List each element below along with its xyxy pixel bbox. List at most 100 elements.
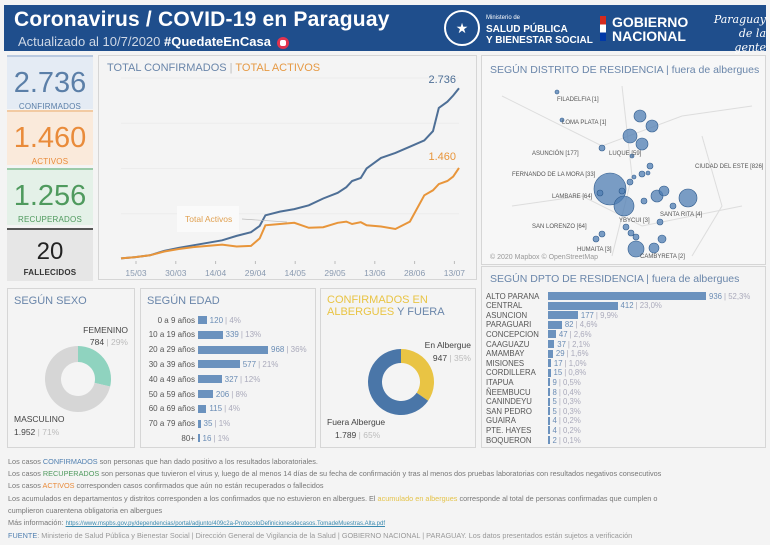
bar-label: 60 a 69 años xyxy=(148,404,195,414)
albergue-donut[interactable]: En Albergue 947 | 35% Fuera Albergue 1.789 … xyxy=(321,289,477,449)
map-label-fernando: FERNANDO DE LA MORA [33] xyxy=(512,172,596,178)
bar xyxy=(548,388,550,396)
bar xyxy=(198,345,268,354)
bar-row[interactable]: GUAIRA 4 | 0,2% xyxy=(486,415,581,427)
bar-row[interactable]: ÑEEMBUCU 8 | 0,4% xyxy=(486,386,581,398)
bar-row[interactable]: AMAMBAY 29 | 1,6% xyxy=(486,348,589,360)
district-bubble xyxy=(657,234,667,244)
bar-row[interactable]: BOQUERON 2 | 0,1% xyxy=(486,434,581,446)
bar xyxy=(198,360,240,369)
dept-panel: SEGÚN DPTO DE RESIDENCIA | fuera de albe… xyxy=(481,266,766,448)
kpi-value: 2.736 xyxy=(13,67,87,99)
bar xyxy=(548,320,562,329)
x-tick-label: 14/04 xyxy=(205,268,227,278)
bar-value: 4 xyxy=(552,425,557,435)
ministry-line2: Y BIENESTAR SOCIAL xyxy=(486,35,593,46)
x-tick-label: 13/07 xyxy=(444,268,466,278)
bar-row[interactable]: 30 a 39 años 577 | 21% xyxy=(145,358,279,370)
bar-row[interactable]: 50 a 59 años 206 | 8% xyxy=(145,388,247,400)
albergue-panel: CONFIRMADOS EN ALBERGUES Y FUERA En Albe… xyxy=(320,288,476,448)
map-label-ybycui: YBYCUI [3] xyxy=(619,218,650,224)
kpi-label: ACTIVOS xyxy=(31,157,69,166)
bar-label: CAAGUAZU xyxy=(486,339,530,349)
bar-row[interactable]: PTE. HAYES 4 | 0,2% xyxy=(486,424,581,436)
district-bubble xyxy=(646,162,654,170)
bar-row[interactable]: 10 a 19 años 339 | 13% xyxy=(145,329,261,341)
kpi-value: 20 xyxy=(36,238,64,265)
map-border xyxy=(691,135,723,257)
more-info: Más información: https://www.mspbs.gov.p… xyxy=(8,518,385,528)
bar-row[interactable]: MISIONES 17 | 1,0% xyxy=(486,357,587,369)
gobierno-logo: GOBIERNO NACIONAL xyxy=(612,15,688,43)
bar-label: 30 a 39 años xyxy=(148,359,195,369)
more-info-link[interactable]: https://www.mspbs.gov.py/dependencias/po… xyxy=(65,521,385,528)
bar-row[interactable]: ITAPUA 9 | 0,5% xyxy=(486,376,581,388)
age-panel: SEGÚN EDAD 0 a 9 años 120 | 4% 10 a 19 años… xyxy=(140,288,316,448)
bar-label: CENTRAL xyxy=(486,301,523,311)
x-tick-label: 13/06 xyxy=(364,268,386,278)
district-bubble xyxy=(622,128,638,144)
bar-value: 936 xyxy=(709,291,723,301)
map-border xyxy=(501,95,753,147)
bar-row[interactable]: PARAGUARI 82 | 4,6% xyxy=(486,319,597,331)
line-chart[interactable]: 2.736 1.460 15/03 30/03 14/04 29/04 14/05 29/05… xyxy=(99,56,478,281)
annotation-box xyxy=(177,206,239,232)
label-fuera-albergue: Fuera Albergue xyxy=(327,417,385,427)
line-chart-panel: TOTAL CONFIRMADOS | TOTAL ACTIVOS 2.736 1… xyxy=(98,55,477,280)
district-bubble xyxy=(633,109,647,123)
bar-row[interactable]: 40 a 49 años 327 | 12% xyxy=(145,373,261,385)
bar-label: PARAGUARI xyxy=(486,320,532,330)
footer-notes: Los casos CONFIRMADOS son personas que h… xyxy=(8,456,768,542)
kpi-confirmados: 2.736 CONFIRMADOS xyxy=(7,55,93,111)
note-confirmados: Los casos CONFIRMADOS son personas que h… xyxy=(8,457,318,466)
bar-row[interactable]: CONCEPCION 47 | 2,6% xyxy=(486,328,592,340)
kpi-value: 1.460 xyxy=(13,122,87,154)
title-albergues: CONFIRMADOS EN ALBERGUES xyxy=(327,294,428,318)
bar-label: ITAPUA xyxy=(486,377,514,387)
note-acumulados: Los acumulados en departamentos y distri… xyxy=(8,493,658,503)
donut-slice-en-albergue xyxy=(401,349,434,401)
ministry-small: Ministerio de xyxy=(486,15,521,21)
bar-pct: | 1,0% xyxy=(564,358,587,368)
value-masculino: 1.952 | 71% xyxy=(14,427,60,437)
bar-row[interactable]: 70 a 79 años 35 | 1% xyxy=(145,418,231,430)
bar xyxy=(198,316,207,324)
bar-row[interactable]: CAAGUAZU 37 | 2,1% xyxy=(486,338,590,350)
bar-row[interactable]: CORDILLERA 15 | 0,8% xyxy=(486,367,586,379)
kpi-fallecidos: 20 FALLECIDOS xyxy=(7,228,93,281)
bar-pct: | 52,3% xyxy=(724,291,751,301)
line-chart-title: TOTAL CONFIRMADOS | TOTAL ACTIVOS xyxy=(107,62,321,74)
bar-value: 206 xyxy=(215,389,230,399)
bar-row[interactable]: CANINDEYU 5 | 0,3% xyxy=(486,396,581,408)
x-tick-label: 28/06 xyxy=(404,268,426,278)
map-panel: SEGÚN DISTRITO DE RESIDENCIA | fuera de … xyxy=(481,55,766,265)
bar-row[interactable]: 80+ 16 | 1% xyxy=(145,432,229,444)
bar-row[interactable]: ALTO PARANA 936 | 52,3% xyxy=(486,290,750,302)
district-bubble xyxy=(598,230,606,238)
x-tick-label: 29/04 xyxy=(245,268,267,278)
bar-label: GUAIRA xyxy=(486,416,516,426)
bar-row[interactable]: 20 a 29 años 968 | 36% xyxy=(145,344,307,356)
label-femenino: FEMENINO xyxy=(83,325,128,335)
bar-row[interactable]: 0 a 9 años 120 | 4% xyxy=(145,314,241,326)
bar-row[interactable]: 60 a 69 años 115 | 4% xyxy=(145,403,240,415)
bar-label: 80+ xyxy=(181,433,195,443)
bar-label: BOQUERON xyxy=(486,435,532,445)
sex-donut[interactable]: FEMENINO 784 | 29% MASCULINO 1.952 | 71% xyxy=(8,289,136,449)
bar-pct: | 8% xyxy=(231,389,248,399)
bar-row[interactable]: SAN PEDRO 5 | 0,3% xyxy=(486,405,581,417)
ministry-logo: Ministerio de SALUD PÚBLICA Y BIENESTAR SO… xyxy=(486,13,593,46)
dashboard-header: Coronavirus / COVID-19 en Paraguay Actua… xyxy=(4,5,766,54)
bar xyxy=(548,436,550,444)
bar xyxy=(198,434,200,443)
bar xyxy=(548,407,550,416)
bar-value: 2 xyxy=(552,435,557,445)
district-bubble xyxy=(622,223,630,231)
bar-pct: | 0,4% xyxy=(558,387,581,397)
bar-row[interactable]: CENTRAL 412 | 23,0% xyxy=(486,300,662,312)
district-map[interactable]: FILADELFIA [1] LOMA PLATA [1] ASUNCIÓN [17… xyxy=(482,56,767,266)
bar-value: 8 xyxy=(552,387,557,397)
x-tick-label: 14/05 xyxy=(285,268,307,278)
map-border xyxy=(511,195,743,227)
bar-row[interactable]: ASUNCION 177 | 9,9% xyxy=(486,309,618,321)
